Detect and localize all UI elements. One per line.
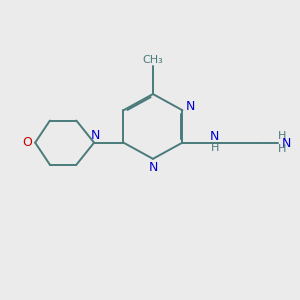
Text: H: H	[278, 131, 287, 141]
Text: N: N	[148, 160, 158, 174]
Text: N: N	[282, 137, 291, 150]
Text: N: N	[91, 129, 100, 142]
Text: H: H	[278, 144, 287, 154]
Text: CH₃: CH₃	[142, 55, 163, 64]
Text: N: N	[186, 100, 195, 113]
Text: H: H	[211, 143, 219, 153]
Text: N: N	[210, 130, 220, 143]
Text: O: O	[22, 136, 32, 149]
